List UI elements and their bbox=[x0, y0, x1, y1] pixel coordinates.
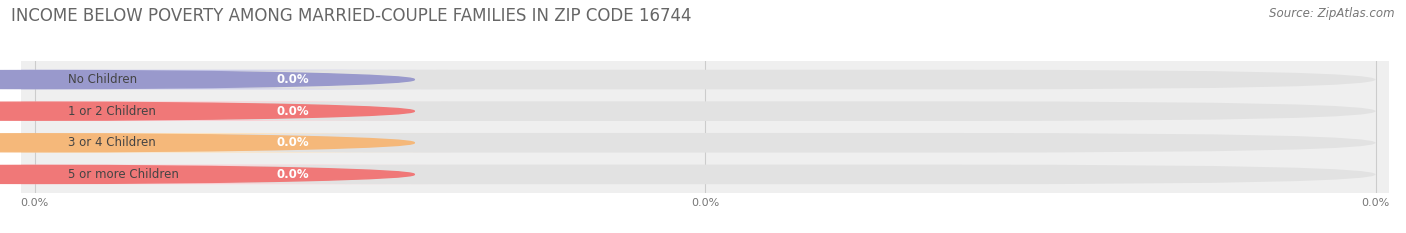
FancyBboxPatch shape bbox=[35, 70, 1375, 89]
Circle shape bbox=[0, 102, 415, 120]
FancyBboxPatch shape bbox=[0, 101, 450, 121]
Text: 5 or more Children: 5 or more Children bbox=[67, 168, 179, 181]
Text: 1 or 2 Children: 1 or 2 Children bbox=[67, 105, 156, 118]
FancyBboxPatch shape bbox=[0, 164, 450, 184]
Text: No Children: No Children bbox=[67, 73, 138, 86]
Text: 0.0%: 0.0% bbox=[277, 73, 309, 86]
FancyBboxPatch shape bbox=[35, 133, 1375, 153]
FancyBboxPatch shape bbox=[0, 133, 450, 153]
Text: INCOME BELOW POVERTY AMONG MARRIED-COUPLE FAMILIES IN ZIP CODE 16744: INCOME BELOW POVERTY AMONG MARRIED-COUPL… bbox=[11, 7, 692, 25]
Circle shape bbox=[0, 134, 415, 152]
Text: Source: ZipAtlas.com: Source: ZipAtlas.com bbox=[1270, 7, 1395, 20]
Text: 3 or 4 Children: 3 or 4 Children bbox=[67, 136, 156, 149]
Text: 0.0%: 0.0% bbox=[277, 168, 309, 181]
Circle shape bbox=[0, 165, 415, 183]
FancyBboxPatch shape bbox=[0, 70, 450, 89]
FancyBboxPatch shape bbox=[35, 164, 1375, 184]
Text: 0.0%: 0.0% bbox=[277, 136, 309, 149]
Text: 0.0%: 0.0% bbox=[277, 105, 309, 118]
Circle shape bbox=[0, 71, 415, 89]
FancyBboxPatch shape bbox=[35, 101, 1375, 121]
